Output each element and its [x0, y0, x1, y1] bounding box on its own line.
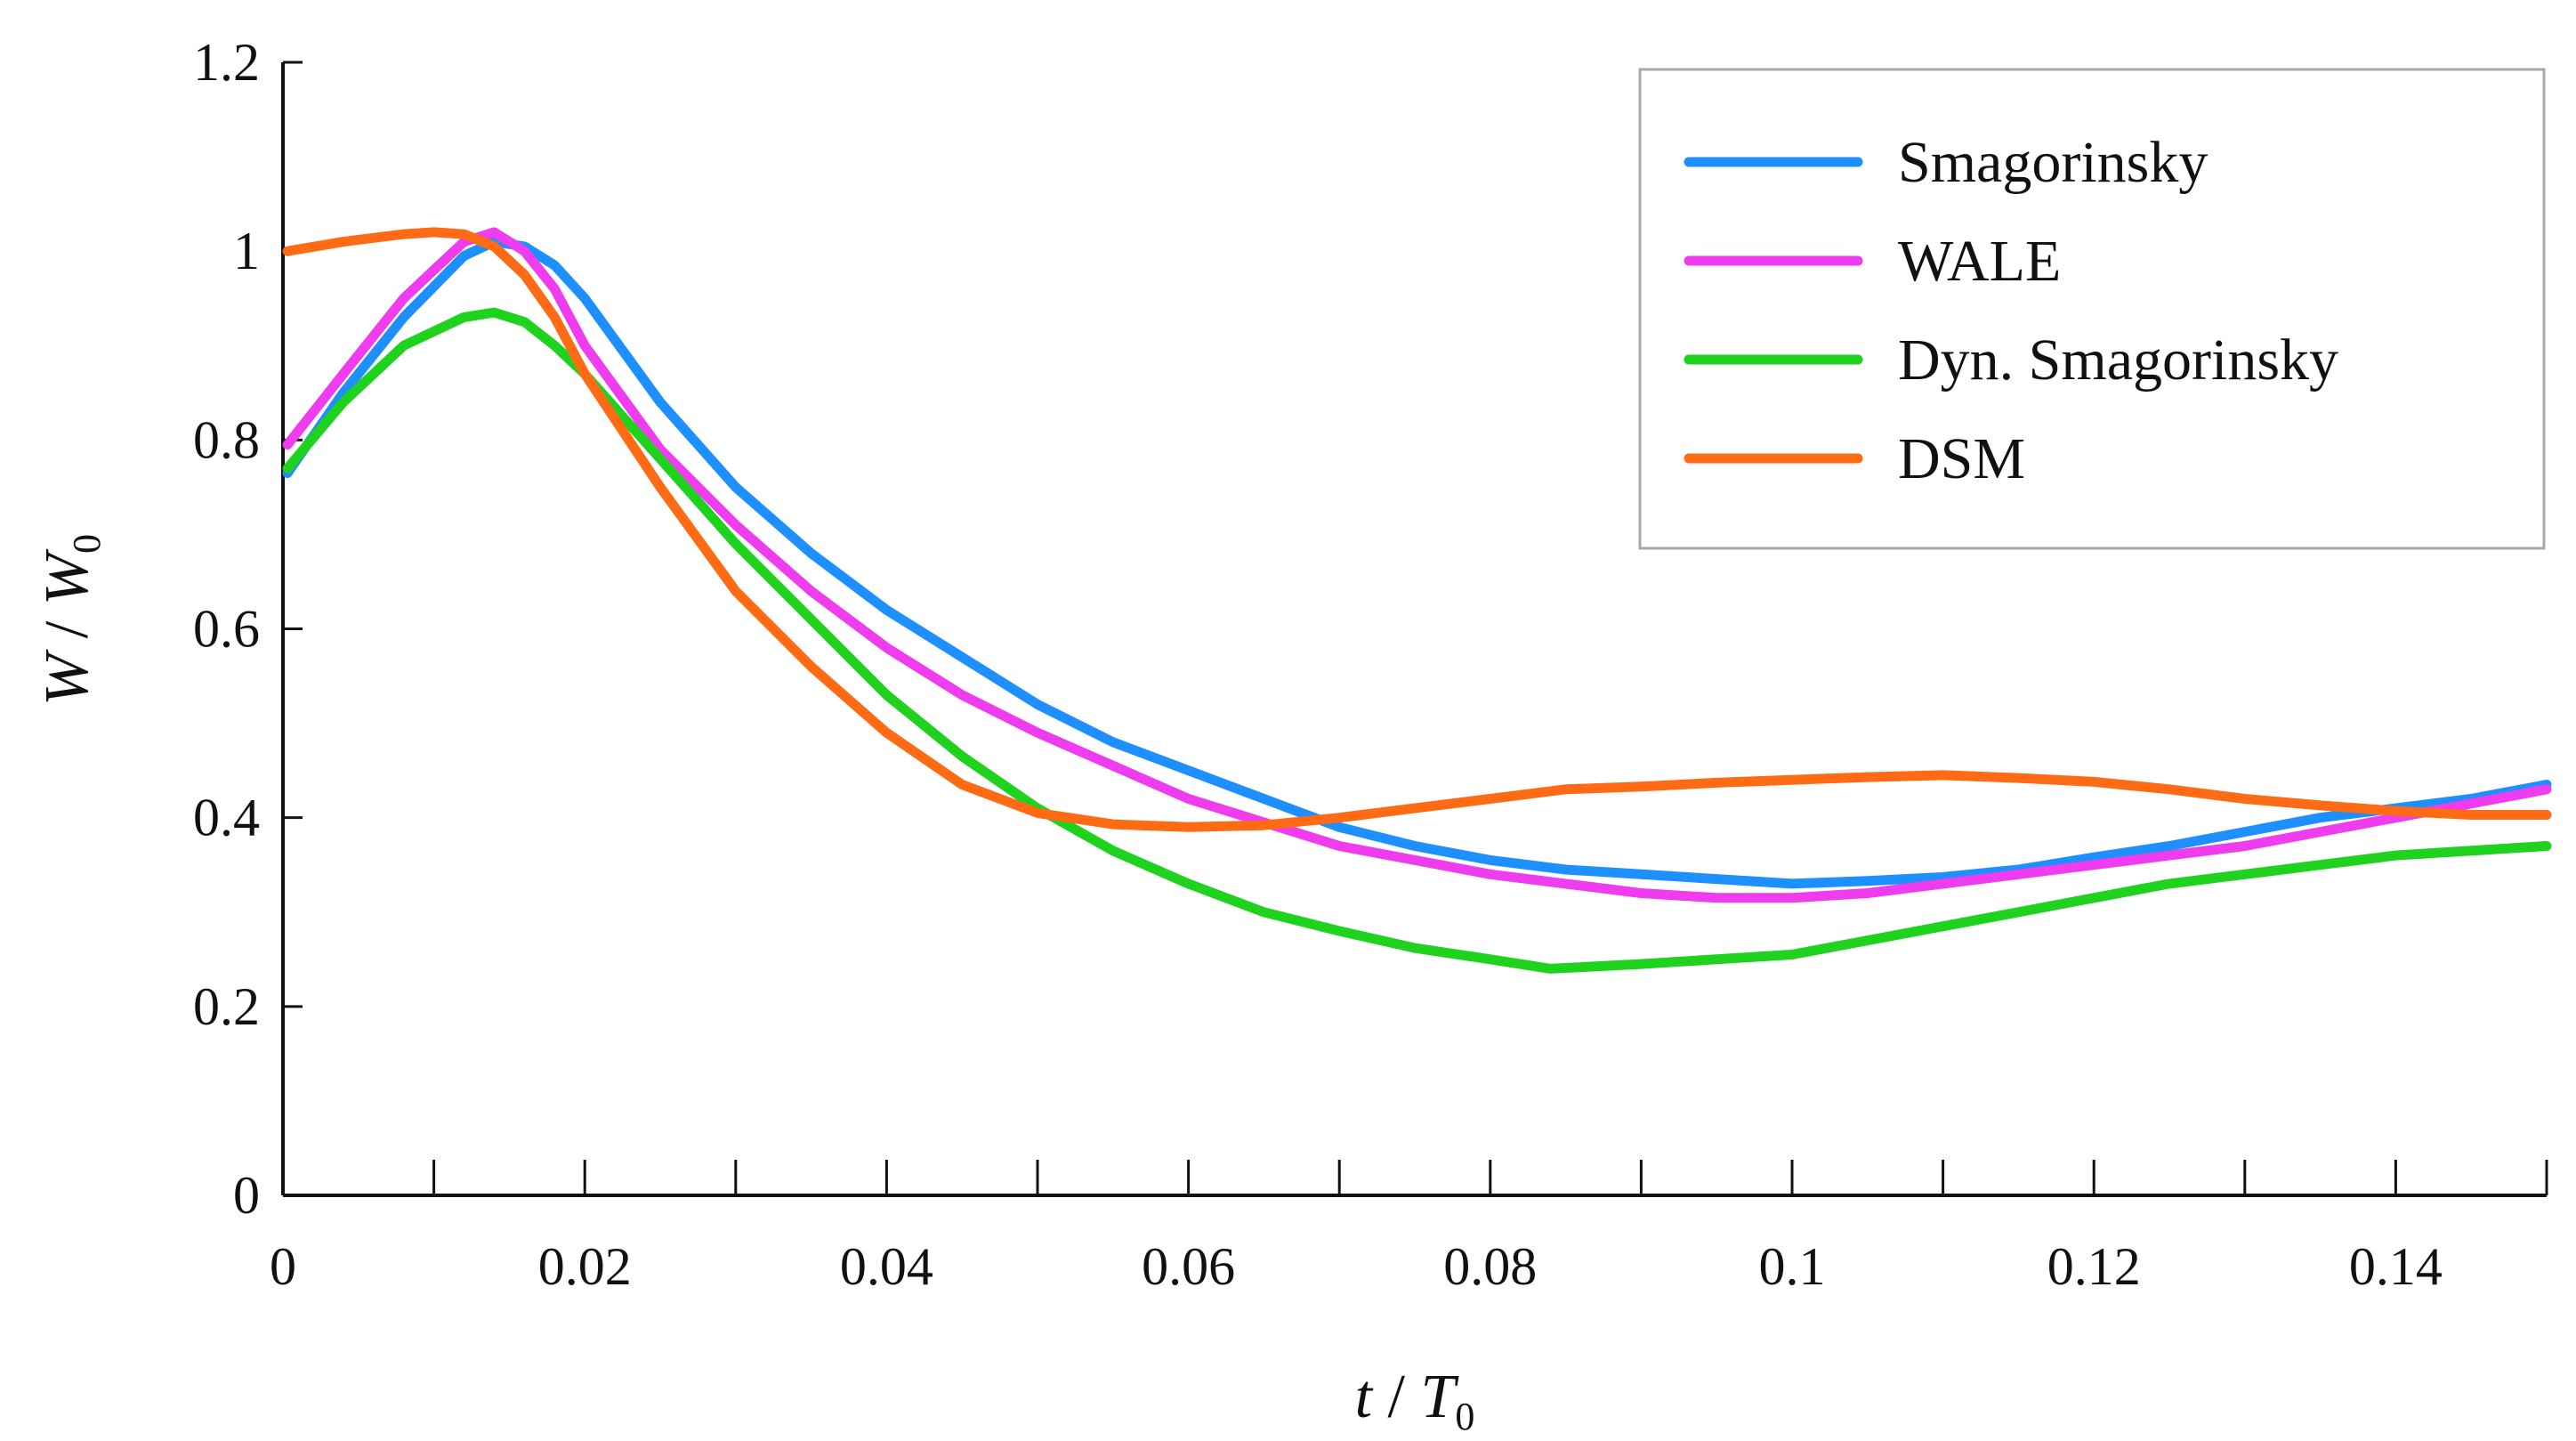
x-axis-title-main: t: [1355, 1363, 1374, 1431]
x-tick-label: 0.06: [1142, 1237, 1235, 1296]
x-tick-label: 0.14: [2349, 1237, 2443, 1296]
y-tick-label: 0.8: [193, 410, 260, 469]
y-tick-label: 0.2: [193, 977, 260, 1036]
x-axis-title-subscript: 0: [1455, 1395, 1474, 1438]
legend-box: [1638, 68, 2546, 550]
x-tick-label: 0.12: [2047, 1237, 2141, 1296]
x-axis-title: t / T0: [1355, 1363, 1475, 1438]
y-tick-label: 1.2: [193, 33, 260, 92]
legend-label-dyn-smagorinsky: Dyn. Smagorinsky: [1898, 328, 2338, 393]
series-line-dsm: [282, 227, 2552, 832]
series-line-smagorinsky: [282, 237, 2552, 889]
y-axis-title: W / W0: [33, 534, 109, 706]
y-tick-label: 0.6: [193, 600, 260, 659]
axis-ticks: 0 0.2 0.4 0.6 0.8 1 1.2 0 0.02 0.04 0.06 0.08 0.1 0.1…: [193, 33, 2548, 1296]
x-tick-label: 0.08: [1443, 1237, 1537, 1296]
plot-area: [282, 227, 2552, 974]
legend-label-wale: WALE: [1898, 229, 2061, 294]
x-tick-label: 0.02: [538, 1237, 632, 1296]
y-axis-title-var: W: [33, 548, 101, 605]
series-line-wale: [282, 227, 2552, 903]
legend-label-smagorinsky: Smagorinsky: [1898, 130, 2208, 195]
x-tick-label: 0.04: [840, 1237, 933, 1296]
legend: Smagorinsky WALE Dyn. Smagorinsky DSM: [1638, 68, 2546, 550]
legend-label-dsm: DSM: [1898, 426, 2025, 491]
x-tick-label: 0.1: [1759, 1237, 1826, 1296]
y-axis-title-subscript: 0: [65, 534, 109, 554]
x-axis-title-var: T: [1420, 1363, 1459, 1431]
series-line-dyn-smagorinsky: [282, 307, 2552, 974]
y-tick-label: 1: [233, 222, 260, 280]
y-tick-label: 0: [233, 1166, 260, 1225]
y-axis-title-main: W: [33, 649, 101, 706]
x-axis-title-separator: /: [1372, 1363, 1420, 1431]
y-tick-label: 0.4: [193, 789, 260, 847]
x-tick-label: 0: [270, 1237, 296, 1296]
y-axis-title-separator: /: [33, 605, 101, 653]
